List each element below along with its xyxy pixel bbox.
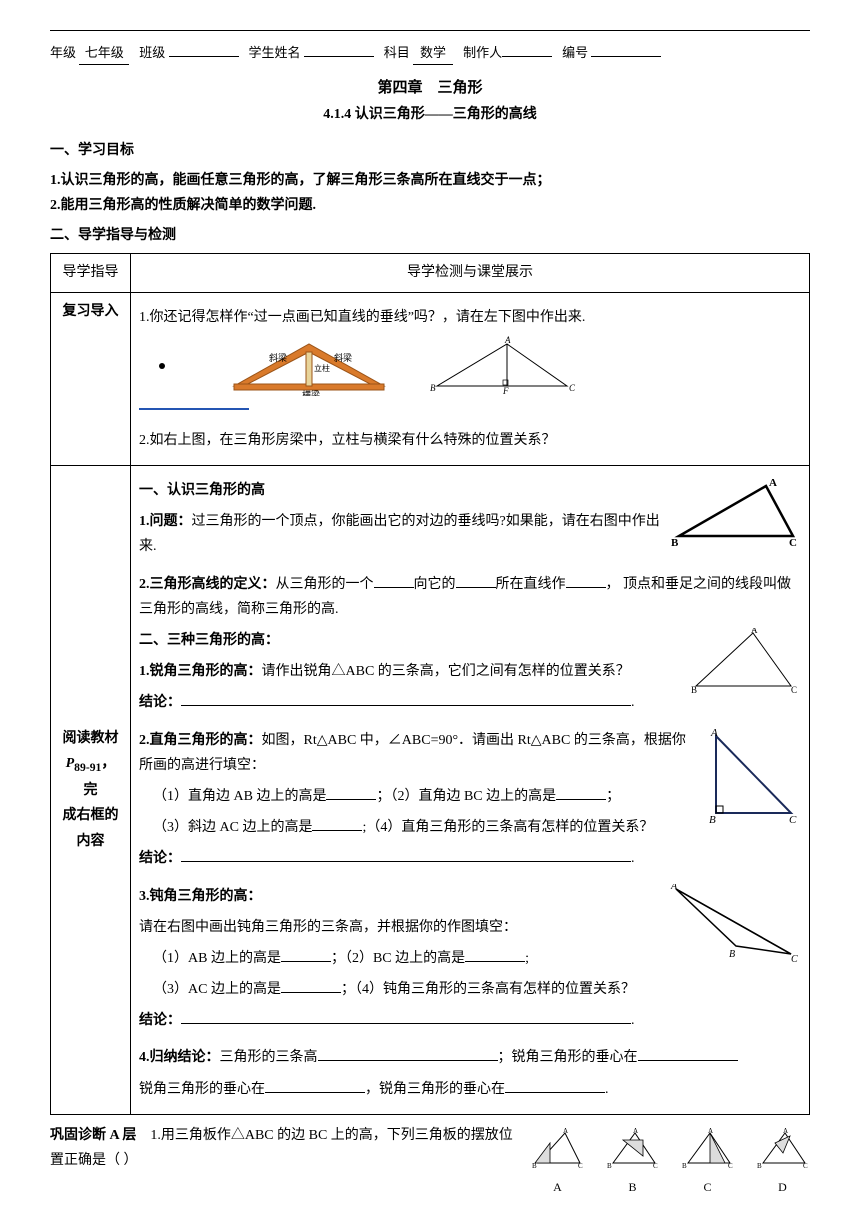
horizontal-line-icon bbox=[139, 408, 249, 410]
option-b: ABC B bbox=[605, 1128, 660, 1199]
svg-text:B: B bbox=[691, 685, 697, 695]
triangle-abc-bold: A B C bbox=[671, 478, 801, 548]
grade-value: 七年级 bbox=[79, 41, 129, 65]
svg-text:A: A bbox=[710, 728, 718, 739]
guide-heading: 二、导学指导与检测 bbox=[50, 223, 810, 248]
svg-text:B: B bbox=[532, 1162, 537, 1170]
roof-label-base: 横梁 bbox=[302, 389, 320, 396]
svg-text:C: C bbox=[791, 685, 797, 695]
s1-definition: 2.三角形高线的定义：从三角形的一个向它的所在直线作， 顶点和垂足之间的线段叫做… bbox=[139, 572, 801, 622]
svg-text:A: A bbox=[751, 628, 758, 635]
svg-text:A: A bbox=[504, 336, 511, 345]
guide-table: 导学指导 导学检测与课堂展示 复习导入 1.你还记得怎样作“过一点画已知直线的垂… bbox=[50, 253, 810, 1115]
svg-text:B: B bbox=[729, 949, 735, 960]
row1-content: 1.你还记得怎样作“过一点画已知直线的垂线”吗？，请在左下图中作出来. 斜梁 斜… bbox=[131, 292, 810, 466]
top-rule bbox=[50, 30, 810, 31]
subject-value: 数学 bbox=[413, 41, 453, 65]
option-d: ABC D bbox=[755, 1128, 810, 1199]
svg-text:A: A bbox=[708, 1128, 713, 1135]
objectives-heading: 一、学习目标 bbox=[50, 138, 810, 163]
maker-label: 制作人 bbox=[463, 41, 552, 65]
svg-text:C: C bbox=[728, 1162, 733, 1170]
acute-triangle: A B C bbox=[691, 628, 801, 698]
svg-text:C: C bbox=[653, 1162, 658, 1170]
objective-2: 2.能用三角形高的性质解决简单的数学问题. bbox=[50, 193, 810, 218]
svg-text:B: B bbox=[671, 537, 679, 548]
svg-text:B: B bbox=[607, 1162, 612, 1170]
row2-left: 阅读教材 P89-91，完 成右框的内容 bbox=[51, 466, 131, 1115]
s4-summary-1: 4.归纳结论：三角形的三条高；锐角三角形的垂心在 bbox=[139, 1045, 801, 1070]
right-triangle: A B C bbox=[701, 728, 801, 828]
svg-text:C: C bbox=[791, 954, 798, 964]
chapter-title: 第四章 三角形 bbox=[50, 75, 810, 102]
student-name-label: 学生姓名 bbox=[249, 41, 374, 65]
roof-label-mid: 立柱 bbox=[314, 363, 330, 373]
svg-text:B: B bbox=[430, 383, 436, 393]
practice-section: ABC A ABC B ABC C ABC D 巩固诊断 A 层 1.用三角板作… bbox=[50, 1123, 810, 1199]
svg-text:B: B bbox=[709, 814, 716, 826]
left-text-3: 成右框的内容 bbox=[59, 803, 122, 853]
row1-left: 复习导入 bbox=[51, 292, 131, 466]
left-text-1: 阅读教材 bbox=[59, 726, 122, 751]
no-label: 编号 bbox=[562, 41, 661, 65]
review-q2: 2.如右上图，在三角形房梁中，立柱与横梁有什么特殊的位置关系？ bbox=[139, 428, 801, 453]
svg-text:A: A bbox=[633, 1128, 638, 1135]
s2-obtuse-conclusion: 结论：. bbox=[139, 1008, 801, 1033]
review-q1: 1.你还记得怎样作“过一点画已知直线的垂线”吗？，请在左下图中作出来. bbox=[139, 305, 801, 330]
section-title: 4.1.4 认识三角形——三角形的高线 bbox=[50, 102, 810, 127]
svg-text:A: A bbox=[563, 1128, 568, 1135]
svg-text:C: C bbox=[789, 537, 797, 548]
maker-blank bbox=[502, 56, 552, 57]
subject-label: 科目 数学 bbox=[384, 41, 453, 65]
roof-label-right: 斜梁 bbox=[334, 352, 352, 363]
svg-text:A: A bbox=[670, 884, 678, 892]
grade-label: 年级 七年级 bbox=[50, 41, 129, 65]
obtuse-triangle: A B C bbox=[651, 884, 801, 964]
triangle-with-altitude: A B F C bbox=[427, 336, 577, 396]
svg-text:C: C bbox=[803, 1162, 808, 1170]
option-c: ABC C bbox=[680, 1128, 735, 1199]
table-header-left: 导学指导 bbox=[51, 254, 131, 292]
form-header: 年级 七年级 班级 学生姓名 科目 数学 制作人 编号 bbox=[50, 41, 810, 65]
name-blank bbox=[304, 56, 374, 57]
class-blank bbox=[169, 56, 239, 57]
svg-text:A: A bbox=[769, 478, 777, 489]
s4-summary-2: 锐角三角形的垂心在，锐角三角形的垂心在. bbox=[139, 1077, 801, 1102]
s2-obtuse-blanks-2: （3）AC 边上的高是；（4）钝角三角形的三条高有怎样的位置关系？ bbox=[139, 977, 801, 1002]
objective-1: 1.认识三角形的高，能画任意三角形的高，了解三角形三条高所在直线交于一点； bbox=[50, 168, 810, 193]
left-text-2: P89-91，完 bbox=[59, 751, 122, 803]
row2-content: A B C 一、认识三角形的高 1.问题：过三角形的一个顶点，你能画出它的对边的… bbox=[131, 466, 810, 1115]
svg-text:B: B bbox=[682, 1162, 687, 1170]
svg-text:C: C bbox=[789, 814, 797, 826]
svg-text:F: F bbox=[502, 386, 509, 396]
option-a: ABC A bbox=[530, 1128, 585, 1199]
table-header-right: 导学检测与课堂展示 bbox=[131, 254, 810, 292]
svg-text:C: C bbox=[578, 1162, 583, 1170]
roof-label-left: 斜梁 bbox=[269, 352, 287, 363]
svg-text:A: A bbox=[783, 1128, 788, 1135]
point-icon bbox=[159, 363, 165, 369]
s2-right-conclusion: 结论：. bbox=[139, 846, 801, 871]
review-figures: 斜梁 斜梁 立柱 横梁 A B F C bbox=[139, 336, 801, 396]
roof-diagram: 斜梁 斜梁 立柱 横梁 bbox=[224, 336, 394, 396]
no-blank bbox=[591, 56, 661, 57]
svg-text:B: B bbox=[757, 1162, 762, 1170]
class-label: 班级 bbox=[139, 41, 238, 65]
svg-text:C: C bbox=[569, 383, 576, 393]
answer-options: ABC A ABC B ABC C ABC D bbox=[530, 1128, 810, 1199]
